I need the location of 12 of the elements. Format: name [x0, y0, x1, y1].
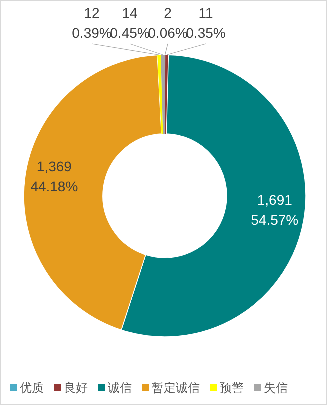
legend-label: 暂定诚信	[152, 381, 200, 395]
data-label: 1,691 54.57%	[251, 192, 299, 228]
data-label: 11 0.35%	[186, 5, 226, 41]
legend-label: 优质	[20, 381, 44, 395]
data-label: 1,369 44.18%	[30, 158, 78, 195]
legend-label: 诚信	[108, 381, 132, 395]
data-label: 12 0.39%	[72, 5, 112, 41]
data-label: 14 0.45%	[110, 5, 150, 41]
legend-label: 失信	[264, 381, 288, 395]
legend-label: 预警	[220, 381, 244, 395]
data-label: 2 0.06%	[148, 5, 188, 41]
legend-label: 良好	[64, 381, 88, 395]
